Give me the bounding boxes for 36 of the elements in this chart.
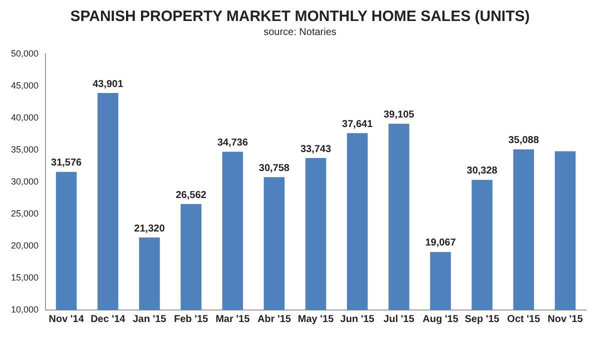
x-tick-label: Nov '14 — [48, 314, 84, 325]
x-tick-label: Sep '15 — [464, 314, 500, 325]
x-tick-label: Abr '15 — [257, 314, 292, 325]
y-tick-label: 10,000 — [10, 304, 39, 314]
data-label: 37,641 — [342, 118, 374, 130]
chart-subtitle: source: Notaries — [262, 27, 338, 38]
y-tick-label: 30,000 — [10, 176, 39, 186]
x-tick-label: Jun '15 — [340, 314, 375, 325]
data-label: 34,736 — [217, 137, 248, 148]
data-label: 33,743 — [300, 144, 332, 155]
chart-title: SPANISH PROPERTY MARKET MONTHLY HOME SALES (UNITS) — [69, 8, 531, 25]
x-tick-label: Mar '15 — [216, 314, 250, 325]
x-tick-label: Jan '15 — [132, 314, 167, 325]
y-tick-label: 25,000 — [10, 208, 39, 218]
x-tick-label: Dec '14 — [90, 314, 126, 325]
data-label: 30,328 — [466, 166, 498, 177]
y-tick-label: 35,000 — [10, 144, 39, 154]
x-tick-label: Aug '15 — [422, 314, 459, 325]
y-tick-label: 20,000 — [10, 240, 39, 250]
y-tick-label: 40,000 — [10, 112, 39, 122]
data-label: 35,088 — [508, 135, 540, 146]
data-label: 30,758 — [258, 162, 290, 174]
data-label: 43,901 — [92, 78, 124, 90]
x-tick-label: May '15 — [298, 314, 334, 325]
x-tick-label: Oct '15 — [507, 314, 541, 325]
x-tick-label: Feb '15 — [174, 314, 209, 325]
data-label: 19,067 — [425, 238, 456, 249]
data-label: 39,105 — [384, 109, 415, 120]
x-tick-label: Nov '15 — [548, 314, 584, 325]
y-tick-label: 15,000 — [10, 272, 39, 282]
y-tick-label: 50,000 — [10, 48, 39, 58]
x-tick-label: Jul '15 — [384, 314, 415, 325]
y-tick-label: 45,000 — [10, 80, 39, 90]
data-label: 26,562 — [176, 190, 207, 201]
data-label: 21,320 — [134, 223, 166, 234]
data-label: 31,576 — [51, 158, 82, 169]
